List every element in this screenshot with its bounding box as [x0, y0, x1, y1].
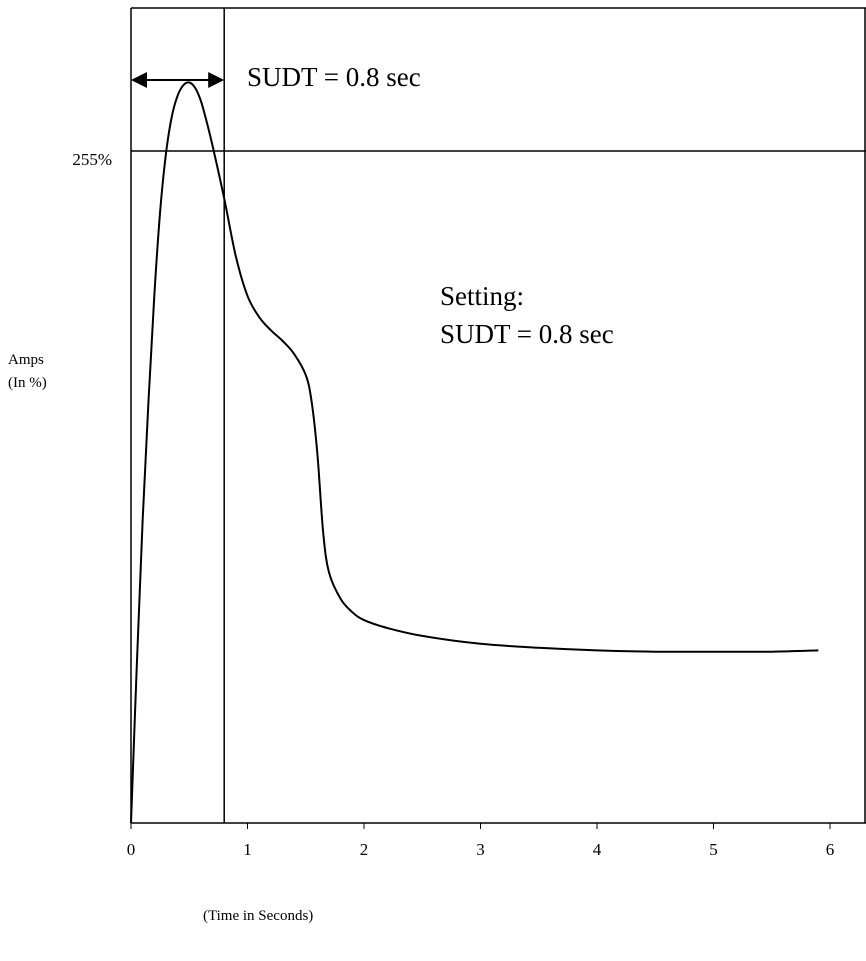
- sudt-double-arrow: [131, 72, 225, 88]
- x-axis-label: (Time in Seconds): [203, 908, 313, 924]
- current-curve: [130, 81, 819, 824]
- x-tick-label: 3: [476, 840, 485, 859]
- plot-frame: [130, 7, 866, 824]
- x-ticks: 0 1 2 3 4 5 6: [127, 823, 835, 859]
- x-tick-label: 5: [709, 840, 718, 859]
- setting-label-line1: Setting:: [440, 281, 524, 311]
- reference-label-255: 255%: [72, 150, 112, 169]
- x-tick-label: 4: [593, 840, 602, 859]
- sudt-arrow-label: SUDT = 0.8 sec: [247, 62, 421, 92]
- x-tick-label: 2: [360, 840, 369, 859]
- x-tick-label: 1: [243, 840, 252, 859]
- sudt-arrow-left-head: [131, 72, 147, 88]
- y-axis-label-line2: (In %): [8, 375, 47, 391]
- x-tick-label: 6: [826, 840, 835, 859]
- y-axis-label-line1: Amps: [8, 352, 44, 368]
- x-tick-label: 0: [127, 840, 136, 859]
- setting-label-line2: SUDT = 0.8 sec: [440, 319, 614, 349]
- sudt-arrow-right-head: [208, 72, 225, 88]
